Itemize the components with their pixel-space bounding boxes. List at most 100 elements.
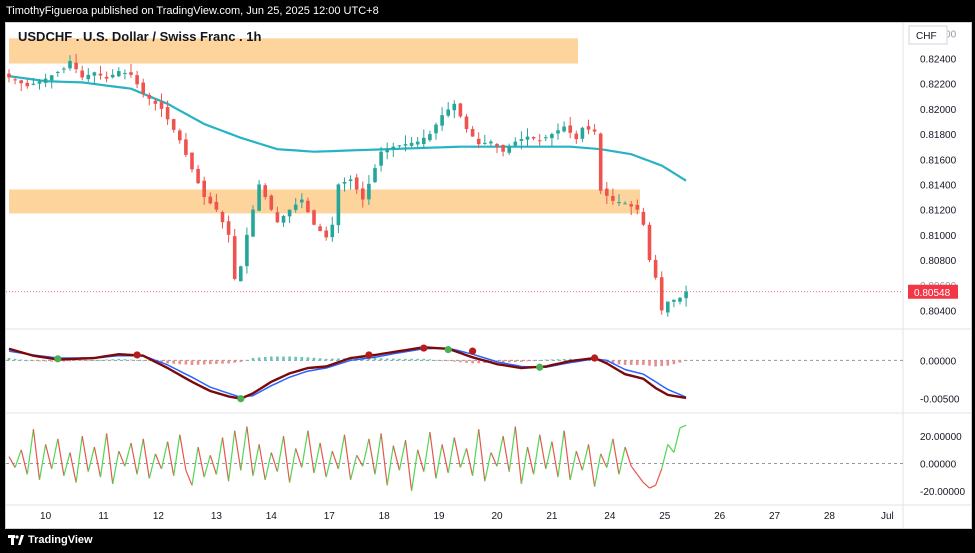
oscillator-segment (99, 433, 108, 478)
macd-histogram-bar (398, 358, 401, 361)
macd-histogram-bar (19, 359, 23, 361)
oscillator-segment (289, 448, 297, 483)
macd-histogram-bar (477, 360, 480, 364)
candle-body (31, 83, 36, 85)
candle-body (7, 73, 11, 78)
macd-histogram-bar (623, 360, 627, 365)
macd-histogram-bar (532, 360, 535, 362)
macd-histogram-bar (660, 360, 663, 367)
macd-histogram-bar (465, 360, 468, 363)
oscillator-segment (581, 444, 590, 471)
macd-histogram-bar (440, 360, 444, 362)
oscillator-segment (417, 449, 425, 472)
time-tick: 20 (491, 511, 503, 522)
oscillator-segment (636, 474, 644, 483)
candle-body (635, 204, 640, 210)
macd-histogram-bar (135, 359, 139, 361)
candle-body (19, 80, 23, 84)
candle-body (312, 210, 316, 225)
candle-body (281, 215, 286, 223)
macd-histogram-bar (93, 360, 96, 362)
candle-body (391, 146, 396, 150)
oscillator-segment (673, 427, 681, 453)
oscillator-segment (655, 468, 663, 486)
currency-box[interactable] (908, 25, 948, 45)
osc-tick: 0.00000 (920, 459, 957, 470)
candle-body (159, 102, 164, 109)
candle-body (324, 230, 328, 238)
price-tick: 0.80400 (920, 306, 957, 317)
time-tick: 14 (266, 511, 278, 522)
zones (9, 38, 640, 214)
oscillator-segment (514, 426, 522, 485)
oscillator-segment (106, 433, 114, 485)
candle-body (342, 181, 347, 184)
candle-body (373, 168, 377, 183)
candle-body (501, 144, 505, 152)
oscillator-segment (197, 446, 205, 478)
candle-body (348, 179, 353, 182)
candle-body (659, 277, 664, 311)
chart-container[interactable]: 0.82400 0.82200 0.82000 0.81800 0.81600 0.814… (5, 22, 972, 529)
oscillator-segment (325, 451, 333, 478)
macd-tick: -0.00500 (920, 395, 960, 406)
publisher-bar: TimothyFigueroa published on TradingView… (0, 0, 975, 22)
price-axis[interactable]: 0.82400 0.82200 0.82000 0.81800 0.81600 0.814… (908, 29, 965, 498)
candle-body (574, 133, 579, 140)
macd-histogram-bar (501, 360, 505, 363)
oscillator-segment (51, 438, 59, 470)
price-tick: 0.81000 (920, 231, 957, 242)
oscillator-segment (630, 465, 638, 475)
oscillator-segment (459, 448, 468, 468)
time-tick: 26 (714, 511, 726, 522)
zone-support-zone (9, 189, 640, 214)
macd-histogram-bar (282, 356, 285, 361)
macd-histogram-bar (270, 356, 273, 361)
macd-histogram-bar (148, 360, 151, 362)
macd-histogram-bar (636, 360, 639, 365)
candle-body (98, 73, 103, 76)
candle-body (580, 127, 585, 139)
macd-histogram-bar (141, 360, 145, 362)
candle-body (434, 124, 438, 134)
time-axis[interactable]: 10 11 12 13 14 17 18 19 20 21 24 25 26 27 28 Jul (40, 511, 894, 522)
macd-histogram-bar (300, 357, 304, 361)
time-tick: 11 (98, 511, 109, 522)
candle-body (513, 141, 518, 146)
macd-histogram-bar (32, 360, 35, 362)
time-tick: 10 (40, 511, 52, 522)
oscillator-segment (569, 451, 577, 480)
chart-svg[interactable]: 0.82400 0.82200 0.82000 0.81800 0.81600 0.814… (6, 23, 971, 528)
macd-histogram-bar (117, 358, 121, 361)
candle-body (336, 184, 341, 226)
macd-tick: 0.00000 (920, 356, 957, 367)
candle-body (123, 72, 127, 74)
oscillator-segment (563, 430, 571, 480)
price-tick: 0.81200 (920, 206, 957, 217)
candle-body (666, 301, 670, 313)
oscillator-segment (496, 436, 504, 467)
macd-histogram-bar (642, 360, 645, 365)
candle-body (318, 226, 322, 232)
oscillator-segment (545, 441, 553, 470)
oscillator-segment (221, 437, 230, 482)
macd-pane (7, 344, 688, 403)
oscillator-segment (404, 440, 413, 491)
oscillator-segment (508, 426, 516, 472)
candle-body (428, 134, 432, 141)
oscillator-segment (557, 430, 565, 478)
candle-body (245, 234, 249, 267)
price-tick: 0.82200 (920, 80, 957, 91)
oscillator-segment (191, 446, 199, 486)
oscillator-segment (136, 438, 144, 475)
oscillator-segment (423, 431, 431, 472)
oscillator-segment (234, 430, 242, 471)
macd-histogram-bar (123, 359, 127, 361)
macd-histogram-bar (605, 360, 609, 364)
macd-histogram-bar (337, 358, 340, 361)
macd-histogram-bar (7, 358, 11, 361)
oscillator-segment (148, 453, 156, 479)
oscillator-segment (270, 452, 278, 472)
candle-body (202, 180, 206, 198)
